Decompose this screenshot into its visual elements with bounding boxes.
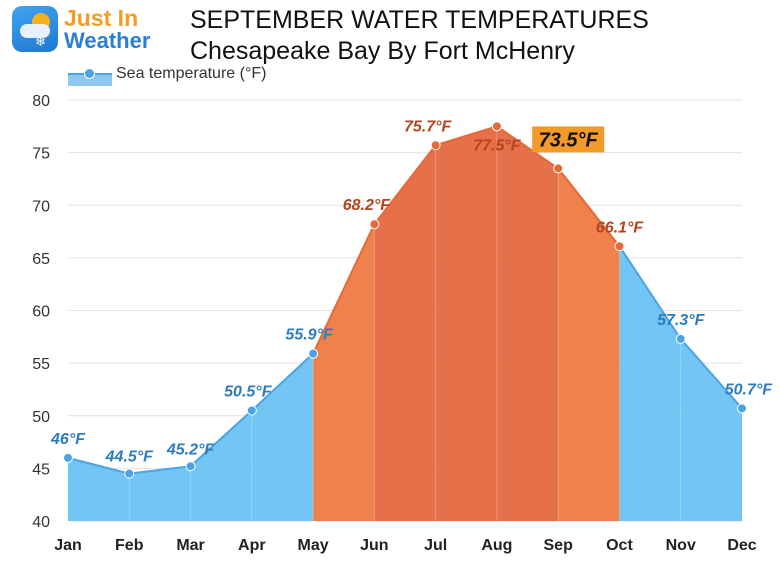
data-label: 73.5°F bbox=[539, 129, 599, 151]
y-tick-label: 60 bbox=[32, 304, 50, 321]
brand-logo: ❄ Just In Weather bbox=[10, 4, 180, 64]
data-label: 75.7°F bbox=[404, 118, 453, 135]
area-segment bbox=[680, 338, 742, 521]
series-line-segment bbox=[129, 465, 191, 475]
data-point bbox=[369, 219, 380, 230]
series-line-segment bbox=[496, 125, 559, 170]
area-segment bbox=[68, 457, 130, 521]
data-label: 57.3°F bbox=[657, 312, 706, 329]
data-label: 66.1°F bbox=[596, 219, 645, 236]
series-line-segment bbox=[312, 223, 376, 355]
y-tick-label: 50 bbox=[32, 409, 50, 426]
data-point bbox=[308, 348, 319, 359]
x-tick-label: Jun bbox=[360, 537, 388, 554]
y-tick-label: 65 bbox=[32, 251, 50, 268]
y-tick-label: 80 bbox=[32, 93, 50, 110]
chart-title-line2: Chesapeake Bay By Fort McHenry bbox=[190, 37, 575, 65]
data-point bbox=[614, 241, 625, 252]
data-point bbox=[675, 333, 686, 344]
data-label: 50.5°F bbox=[224, 383, 273, 400]
y-tick-label: 40 bbox=[32, 514, 50, 531]
y-tick-label: 70 bbox=[32, 198, 50, 215]
logo-text-line1: Just In bbox=[64, 5, 139, 31]
y-tick-label: 45 bbox=[32, 461, 50, 478]
series-line-segment bbox=[557, 167, 621, 247]
x-tick-label: Dec bbox=[727, 537, 756, 554]
series-line-segment bbox=[189, 409, 253, 468]
snowflake-icon: ❄ bbox=[35, 35, 46, 50]
area-segment bbox=[435, 126, 497, 521]
area-segment bbox=[313, 224, 375, 521]
data-point bbox=[124, 468, 135, 479]
series-line-segment bbox=[67, 456, 130, 475]
area-segment bbox=[190, 410, 252, 521]
data-label: 50.7°F bbox=[725, 381, 774, 398]
x-tick-label: May bbox=[298, 537, 329, 554]
x-tick-label: Oct bbox=[606, 537, 633, 554]
data-point bbox=[185, 461, 196, 472]
area-segment bbox=[496, 126, 559, 521]
x-tick-label: Apr bbox=[238, 537, 266, 554]
data-point bbox=[553, 163, 564, 174]
data-point bbox=[430, 140, 441, 151]
data-label: 44.5°F bbox=[105, 449, 155, 466]
series-line-segment bbox=[435, 125, 498, 147]
data-label: 55.9°F bbox=[285, 327, 334, 344]
chart-title: SEPTEMBER WATER TEMPERATURES Chesapeake … bbox=[190, 5, 649, 67]
area-segment bbox=[374, 145, 436, 521]
series-line-segment bbox=[251, 352, 314, 412]
x-tick-label: Jan bbox=[54, 537, 82, 554]
data-point bbox=[491, 121, 502, 132]
x-tick-label: Nov bbox=[666, 537, 696, 554]
area-segment bbox=[619, 246, 681, 522]
series-line-segment bbox=[679, 338, 743, 410]
data-label: 46°F bbox=[50, 431, 86, 448]
data-point bbox=[246, 405, 257, 416]
x-tick-label: Jul bbox=[424, 537, 447, 554]
legend-series-name: Sea temperature (°F) bbox=[116, 65, 267, 82]
highlight-label-box bbox=[532, 126, 605, 153]
x-tick-label: Feb bbox=[115, 537, 144, 554]
data-label: 45.2°F bbox=[166, 441, 216, 458]
data-point bbox=[63, 452, 73, 463]
legend: Sea temperature (°F) bbox=[66, 62, 326, 86]
x-tick-label: Sep bbox=[544, 537, 574, 554]
x-tick-label: Aug bbox=[481, 537, 512, 554]
x-tick-label: Mar bbox=[176, 537, 204, 554]
data-label: 77.5°F bbox=[473, 137, 522, 154]
data-label: 68.2°F bbox=[343, 197, 392, 214]
y-tick-label: 55 bbox=[32, 356, 50, 373]
y-tick-label: 75 bbox=[32, 146, 50, 163]
legend-marker bbox=[84, 68, 95, 79]
cloud-icon bbox=[20, 24, 50, 38]
chart-title-line1: SEPTEMBER WATER TEMPERATURES bbox=[190, 6, 649, 34]
logo-text-line2: Weather bbox=[64, 28, 151, 53]
data-point bbox=[737, 403, 747, 414]
area-segment bbox=[251, 353, 314, 521]
series-line-segment bbox=[373, 144, 437, 225]
series-line-segment bbox=[618, 245, 682, 340]
weather-logo-icon: ❄ bbox=[12, 6, 58, 52]
area-segment bbox=[129, 466, 191, 521]
area-segment bbox=[558, 168, 620, 521]
